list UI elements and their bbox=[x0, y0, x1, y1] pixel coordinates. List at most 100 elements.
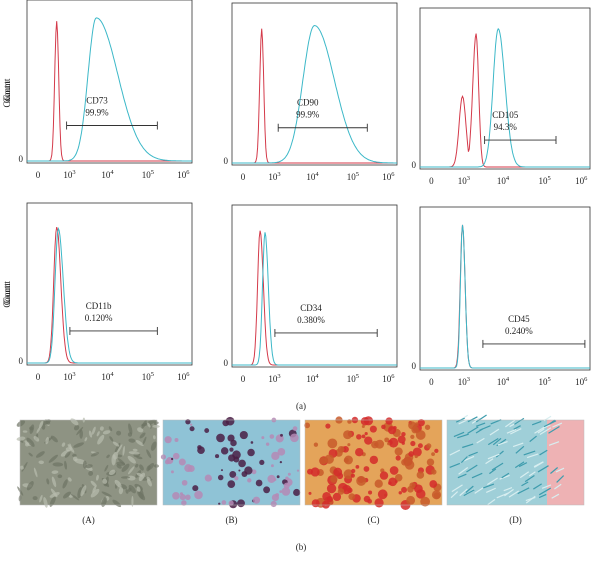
fiber bbox=[537, 428, 545, 434]
tick-exponent: 5 bbox=[548, 376, 551, 383]
deposit bbox=[239, 430, 248, 440]
deposit bbox=[252, 496, 261, 504]
fiber bbox=[506, 428, 517, 434]
cell bbox=[50, 435, 58, 443]
cell bbox=[135, 463, 139, 468]
deposit bbox=[234, 476, 239, 481]
tick-exponent: 3 bbox=[277, 171, 280, 178]
lipid-droplet bbox=[375, 439, 385, 449]
gate-percent: 99.9% bbox=[85, 108, 109, 118]
isotype-histogram bbox=[420, 33, 590, 168]
deposit bbox=[267, 474, 276, 483]
tick-exponent: 3 bbox=[72, 169, 75, 176]
micrograph-bg bbox=[163, 420, 300, 505]
lipid-droplet bbox=[363, 416, 374, 426]
lipid-droplet bbox=[364, 432, 368, 436]
cell bbox=[139, 432, 146, 439]
marker-name: CD11b bbox=[86, 301, 112, 311]
lipid-droplet bbox=[361, 434, 366, 439]
cell bbox=[122, 445, 125, 456]
cell bbox=[112, 441, 120, 447]
tick-base: 10 bbox=[177, 170, 187, 180]
cell bbox=[116, 430, 122, 436]
fiber bbox=[518, 462, 528, 468]
deposit bbox=[259, 459, 265, 466]
x-tick-label: 0 bbox=[429, 377, 434, 387]
lipid-droplet bbox=[410, 440, 416, 447]
cell bbox=[104, 464, 109, 472]
lipid-droplet bbox=[434, 448, 439, 454]
cell bbox=[45, 436, 49, 445]
marker-name: CD90 bbox=[297, 98, 319, 108]
cell bbox=[108, 469, 116, 476]
tick-base: 10 bbox=[575, 176, 585, 186]
micrograph-label: (D) bbox=[509, 515, 522, 525]
lipid-droplet bbox=[426, 443, 432, 449]
deposit bbox=[170, 457, 174, 461]
tick-exponent: 3 bbox=[467, 376, 470, 383]
fiber bbox=[495, 450, 504, 458]
cell bbox=[135, 440, 144, 446]
cell bbox=[108, 426, 113, 432]
deposit bbox=[229, 470, 237, 478]
fiber bbox=[453, 431, 465, 438]
cell bbox=[49, 492, 60, 498]
micrograph bbox=[160, 416, 301, 509]
marker-name: CD105 bbox=[492, 110, 519, 120]
deposit bbox=[292, 426, 298, 431]
fiber bbox=[462, 443, 474, 449]
cell bbox=[90, 480, 97, 487]
lipid-droplet bbox=[379, 471, 389, 480]
deposit bbox=[170, 470, 174, 474]
lipid-droplet bbox=[394, 473, 403, 482]
cell bbox=[70, 493, 80, 501]
cell bbox=[125, 489, 129, 494]
fiber bbox=[508, 490, 520, 498]
cell bbox=[62, 479, 68, 489]
fiber bbox=[482, 483, 495, 489]
cell bbox=[64, 460, 68, 470]
deposit bbox=[281, 487, 291, 496]
fiber bbox=[556, 475, 565, 483]
x-tick-label: 103 bbox=[458, 376, 470, 387]
lipid-droplet bbox=[350, 473, 355, 478]
deposit bbox=[179, 492, 184, 496]
marker-histogram bbox=[27, 17, 192, 162]
caption-a: (a) bbox=[296, 401, 306, 411]
micrograph-frame bbox=[446, 419, 585, 506]
tick-base: 10 bbox=[382, 374, 392, 384]
cell bbox=[22, 430, 28, 433]
cell bbox=[35, 451, 45, 458]
cell bbox=[114, 479, 122, 488]
fiber bbox=[485, 458, 494, 465]
fiber bbox=[504, 488, 514, 497]
x-tick-label: 0 bbox=[429, 176, 434, 186]
deposit bbox=[192, 485, 199, 492]
cell bbox=[120, 476, 131, 479]
fiber bbox=[539, 427, 552, 435]
fiber bbox=[514, 417, 525, 425]
tick-exponent: 5 bbox=[151, 169, 154, 176]
fiber bbox=[525, 496, 536, 502]
deposit bbox=[265, 442, 270, 446]
deposit bbox=[270, 464, 274, 468]
deposit bbox=[287, 472, 291, 476]
fiber bbox=[467, 416, 478, 423]
lipid-droplet bbox=[341, 484, 352, 495]
cell bbox=[73, 442, 85, 448]
cell bbox=[92, 486, 97, 494]
tick-exponent: 4 bbox=[110, 371, 114, 378]
lipid-droplet bbox=[311, 499, 320, 508]
lipid-droplet bbox=[411, 425, 419, 434]
tick-exponent: 5 bbox=[548, 175, 551, 182]
fiber bbox=[497, 440, 508, 446]
lipid-droplet bbox=[401, 486, 408, 493]
deposit bbox=[293, 488, 301, 497]
tick-exponent: 5 bbox=[356, 373, 359, 380]
gate-percent: 99.9% bbox=[296, 110, 320, 120]
lipid-droplet bbox=[410, 434, 415, 439]
cell bbox=[28, 452, 33, 457]
cell bbox=[26, 437, 35, 447]
fiber bbox=[463, 455, 475, 462]
fiber bbox=[449, 462, 461, 469]
